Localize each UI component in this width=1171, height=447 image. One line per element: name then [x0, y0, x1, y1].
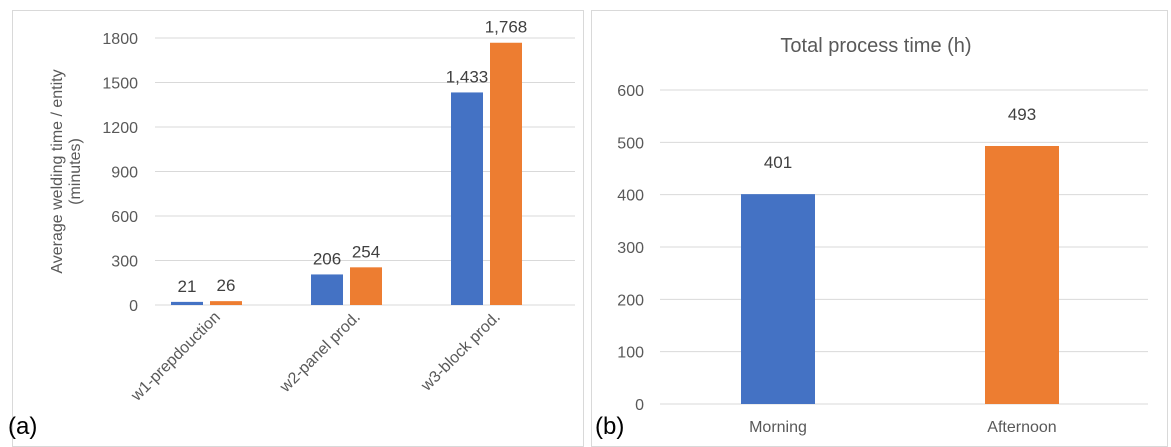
x-tick-label: w2-panel prod. — [276, 309, 364, 397]
y-tick-label: 1200 — [102, 120, 138, 137]
y-tick-label: 100 — [617, 345, 644, 362]
bar — [985, 145, 1059, 404]
chart-panel-a: 0 300 600 900 1200 1500 1800 Average welding ti… — [8, 10, 584, 447]
y-tick-label: 1800 — [102, 31, 138, 48]
bar — [350, 267, 382, 305]
welding-time-chart: 0 300 600 900 1200 1500 1800 Average welding ti… — [49, 18, 575, 405]
data-label: 21 — [178, 277, 197, 296]
y-axis-label: Average welding time / entity(minutes) — [49, 69, 84, 273]
chart-title: Total process time (h) — [780, 35, 971, 57]
process-time-chart: Total process time (h) 0 100 200 300 400 500 60… — [617, 35, 1148, 436]
bar — [490, 42, 522, 305]
y-axis-label-line: (minutes) — [67, 138, 84, 205]
bar — [210, 301, 242, 305]
y-axis-label-line: Average welding time / entity — [49, 69, 66, 273]
y-tick-label: 600 — [111, 209, 138, 226]
data-label: 1,433 — [446, 67, 489, 86]
data-label: 26 — [217, 276, 236, 295]
y-tick-label: 400 — [617, 188, 644, 205]
bar — [741, 194, 815, 404]
x-tick-label: Afternoon — [987, 419, 1056, 436]
y-tick-label: 500 — [617, 135, 644, 152]
data-label: 206 — [313, 249, 341, 268]
x-tick-label: Morning — [749, 419, 807, 436]
y-tick-label: 200 — [617, 292, 644, 309]
bar — [451, 92, 483, 306]
chart-panel-b: Total process time (h) 0 100 200 300 400 500 60… — [588, 0, 1171, 447]
y-tick-label: 300 — [111, 254, 138, 271]
y-tick-label: 900 — [111, 165, 138, 182]
y-tick-label: 0 — [129, 298, 138, 315]
x-tick-label: w1-prepdouction — [127, 309, 223, 405]
data-label: 1,768 — [485, 18, 528, 37]
data-label: 493 — [1008, 105, 1036, 124]
panel-label-a: (a) — [8, 413, 38, 440]
y-tick-label: 1500 — [102, 76, 138, 93]
bar — [311, 274, 343, 305]
x-tick-label: w3-block prod. — [418, 309, 504, 395]
y-tick-label: 600 — [617, 83, 644, 100]
data-label: 254 — [352, 242, 380, 261]
data-label: 401 — [764, 153, 792, 172]
panel-label-b: (b) — [595, 413, 625, 440]
bar — [171, 301, 203, 305]
y-tick-label: 300 — [617, 240, 644, 257]
y-tick-label: 0 — [635, 397, 644, 414]
